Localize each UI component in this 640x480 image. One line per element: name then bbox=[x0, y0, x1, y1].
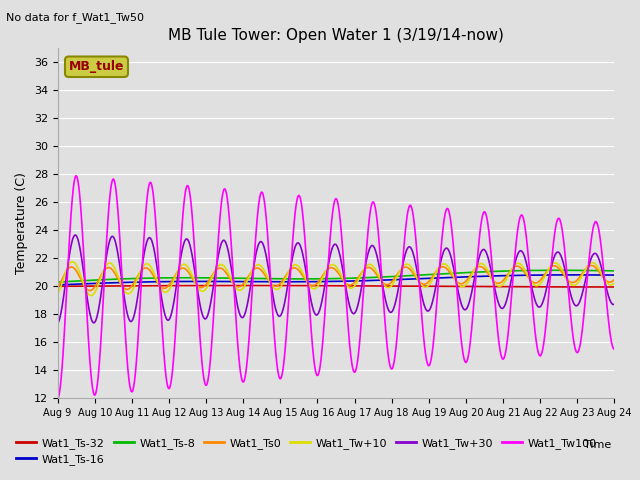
Wat1_Tw100 bbox=[312, 369, 319, 375]
Wat1_Ts-32 bbox=[54, 283, 61, 289]
Wat1_Tw+10 bbox=[371, 266, 379, 272]
Wat1_Ts-16 bbox=[290, 279, 298, 285]
Wat1_Ts0 bbox=[291, 265, 298, 271]
Wat1_Ts-16 bbox=[567, 272, 575, 278]
Wat1_Tw+10 bbox=[291, 262, 298, 268]
Wat1_Ts-16 bbox=[611, 272, 618, 278]
Wat1_Ts-32 bbox=[97, 283, 104, 289]
Wat1_Tw+10 bbox=[54, 291, 61, 297]
Text: MB_tule: MB_tule bbox=[68, 60, 124, 73]
Wat1_Ts0 bbox=[120, 285, 127, 290]
Y-axis label: Temperature (C): Temperature (C) bbox=[15, 172, 28, 274]
Wat1_Tw+10 bbox=[87, 293, 95, 299]
Wat1_Tw+10 bbox=[68, 259, 76, 264]
Wat1_Tw+10 bbox=[302, 277, 310, 283]
Line: Wat1_Tw+30: Wat1_Tw+30 bbox=[58, 235, 614, 324]
Line: Wat1_Tw+10: Wat1_Tw+10 bbox=[58, 262, 614, 296]
Line: Wat1_Ts0: Wat1_Ts0 bbox=[58, 265, 614, 290]
Wat1_Ts0 bbox=[587, 263, 595, 268]
Wat1_Ts-32 bbox=[239, 283, 247, 288]
Wat1_Ts0 bbox=[312, 282, 319, 288]
Wat1_Ts-8 bbox=[120, 276, 127, 282]
Wat1_Ts-16 bbox=[54, 282, 61, 288]
Wat1_Tw+10 bbox=[120, 288, 128, 293]
Wat1_Ts-8 bbox=[371, 275, 378, 280]
Title: MB Tule Tower: Open Water 1 (3/19/14-now): MB Tule Tower: Open Water 1 (3/19/14-now… bbox=[168, 28, 504, 43]
Wat1_Tw+30 bbox=[312, 312, 319, 318]
Wat1_Ts0 bbox=[611, 276, 618, 282]
Wat1_Ts-8 bbox=[611, 268, 618, 274]
Wat1_Tw+30 bbox=[371, 246, 379, 252]
Line: Wat1_Ts-16: Wat1_Ts-16 bbox=[58, 275, 614, 285]
Wat1_Tw+10 bbox=[97, 273, 105, 279]
Wat1_Ts-16 bbox=[312, 279, 319, 285]
Wat1_Tw100 bbox=[371, 203, 379, 208]
Wat1_Ts-16 bbox=[97, 280, 104, 286]
Wat1_Tw100 bbox=[97, 335, 105, 341]
Wat1_Ts-32 bbox=[291, 283, 298, 288]
Wat1_Tw+30 bbox=[72, 232, 79, 238]
Wat1_Ts-8 bbox=[554, 267, 561, 273]
Wat1_Ts-8 bbox=[301, 276, 309, 282]
Wat1_Ts-8 bbox=[97, 277, 104, 283]
Wat1_Ts-8 bbox=[54, 279, 61, 285]
Wat1_Ts0 bbox=[97, 273, 105, 278]
Wat1_Ts-32 bbox=[120, 283, 127, 289]
Line: Wat1_Ts-32: Wat1_Ts-32 bbox=[58, 286, 614, 287]
Wat1_Tw100 bbox=[72, 173, 80, 179]
Wat1_Tw+10 bbox=[312, 285, 320, 291]
Wat1_Tw+30 bbox=[611, 301, 618, 307]
Wat1_Tw+30 bbox=[54, 321, 61, 326]
Line: Wat1_Tw100: Wat1_Tw100 bbox=[58, 176, 614, 398]
Line: Wat1_Ts-8: Wat1_Ts-8 bbox=[58, 270, 614, 282]
Text: No data for f_Wat1_Tw50: No data for f_Wat1_Tw50 bbox=[6, 12, 145, 23]
Wat1_Ts0 bbox=[302, 277, 310, 283]
Legend: Wat1_Ts-32, Wat1_Ts-16, Wat1_Ts-8, Wat1_Ts0, Wat1_Tw+10, Wat1_Tw+30, Wat1_Tw100: Wat1_Ts-32, Wat1_Ts-16, Wat1_Ts-8, Wat1_… bbox=[12, 433, 601, 469]
Wat1_Ts-8 bbox=[312, 276, 319, 282]
Wat1_Tw100 bbox=[54, 396, 61, 401]
Wat1_Ts-16 bbox=[120, 279, 127, 285]
Wat1_Ts-32 bbox=[312, 283, 319, 288]
Wat1_Ts0 bbox=[371, 269, 379, 275]
Wat1_Ts-32 bbox=[371, 283, 379, 289]
X-axis label: Time: Time bbox=[584, 441, 611, 450]
Wat1_Ts-32 bbox=[611, 284, 618, 290]
Wat1_Ts-16 bbox=[371, 277, 378, 283]
Wat1_Tw+10 bbox=[611, 280, 618, 286]
Wat1_Ts0 bbox=[86, 288, 93, 293]
Wat1_Ts-16 bbox=[301, 279, 309, 285]
Wat1_Tw100 bbox=[302, 247, 310, 253]
Wat1_Ts0 bbox=[54, 285, 61, 291]
Wat1_Tw100 bbox=[291, 219, 298, 225]
Wat1_Tw100 bbox=[611, 347, 618, 352]
Wat1_Tw+30 bbox=[302, 267, 310, 273]
Wat1_Ts-8 bbox=[290, 276, 298, 282]
Wat1_Tw+30 bbox=[97, 291, 105, 297]
Wat1_Tw+30 bbox=[120, 291, 127, 297]
Wat1_Ts-32 bbox=[302, 283, 310, 288]
Wat1_Tw100 bbox=[120, 304, 127, 310]
Wat1_Tw+30 bbox=[291, 247, 298, 253]
